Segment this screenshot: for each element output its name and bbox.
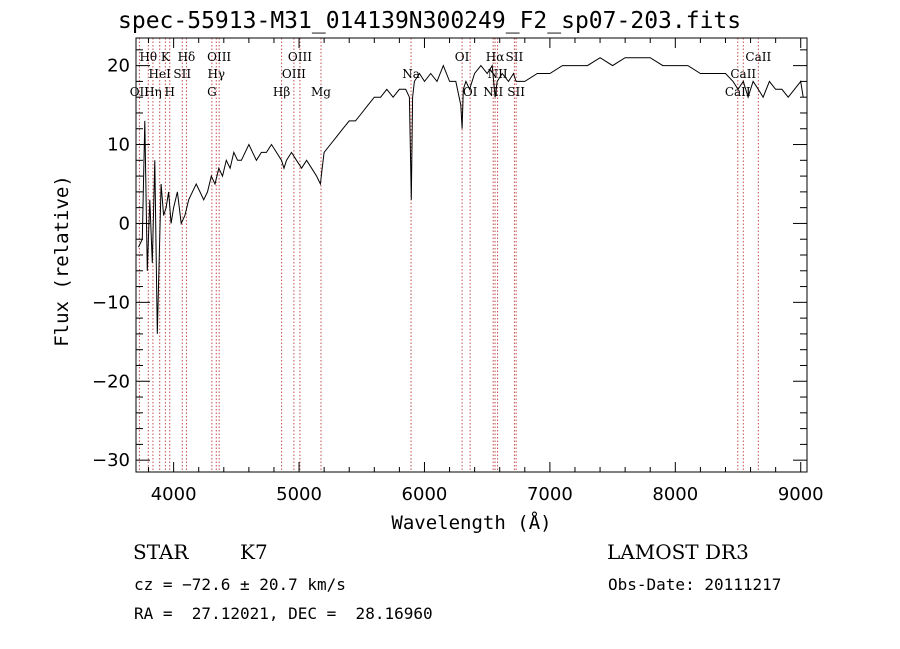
- x-axis: 4000 5000 6000 7000 8000 9000: [148, 38, 824, 505]
- coordinates: RA = 27.12021, DEC = 28.16960: [134, 604, 433, 623]
- x-axis-label: Wavelength (Å): [391, 511, 551, 534]
- y-tick-label: 10: [107, 135, 130, 156]
- line-label: Mg: [311, 85, 331, 99]
- x-tick-label: 7000: [527, 484, 573, 505]
- line-label: Hγ: [207, 67, 225, 81]
- line-label: SII: [173, 67, 191, 81]
- x-tick-label: 5000: [276, 484, 322, 505]
- x-tick-label: 8000: [652, 484, 698, 505]
- object-class: STAR: [133, 540, 189, 564]
- line-label: G: [207, 85, 217, 99]
- y-tick-label: 0: [119, 213, 130, 234]
- y-tick-label: −30: [92, 450, 130, 471]
- line-label: CaII: [730, 67, 756, 81]
- line-label: OI: [463, 85, 478, 99]
- line-label: OIII: [282, 67, 306, 81]
- line-label: K: [161, 50, 171, 64]
- line-label: H: [165, 85, 175, 99]
- line-label: NII: [483, 85, 503, 99]
- y-axis: −30 −20 −10 0 10 20: [92, 49, 807, 471]
- redshift-text: cz = −72.6 ± 20.7 km/s: [134, 575, 346, 594]
- line-label: OIII: [207, 50, 231, 64]
- line-label: Hδ: [178, 50, 196, 64]
- line-label: Hβ: [273, 85, 290, 99]
- x-tick-label: 4000: [151, 484, 197, 505]
- line-label: Hθ: [139, 50, 157, 64]
- line-label: OI: [455, 50, 470, 64]
- line-label: HeI: [149, 67, 172, 81]
- line-label: OII: [130, 85, 150, 99]
- line-markers: [138, 38, 759, 472]
- line-label: NII: [488, 67, 508, 81]
- spectrum-line: [138, 57, 804, 334]
- survey-name: LAMOST DR3: [607, 540, 749, 564]
- y-tick-label: 20: [107, 56, 130, 77]
- line-label: Hα: [486, 50, 505, 64]
- line-label: CaII: [745, 50, 771, 64]
- obs-date: Obs-Date: 20111217: [608, 575, 782, 594]
- line-label: SII: [506, 50, 524, 64]
- subclass: K7: [240, 540, 268, 564]
- y-axis-label: Flux (relative): [51, 175, 73, 347]
- line-label: Na: [402, 67, 420, 81]
- line-label: SII: [507, 85, 525, 99]
- y-tick-label: −20: [92, 371, 130, 392]
- line-label: Hη: [144, 85, 162, 99]
- x-tick-label: 9000: [778, 484, 824, 505]
- y-tick-label: −10: [92, 292, 130, 313]
- x-tick-label: 6000: [402, 484, 448, 505]
- line-label: CaII: [725, 85, 751, 99]
- line-label: OIII: [288, 50, 312, 64]
- plot-frame: [135, 37, 808, 473]
